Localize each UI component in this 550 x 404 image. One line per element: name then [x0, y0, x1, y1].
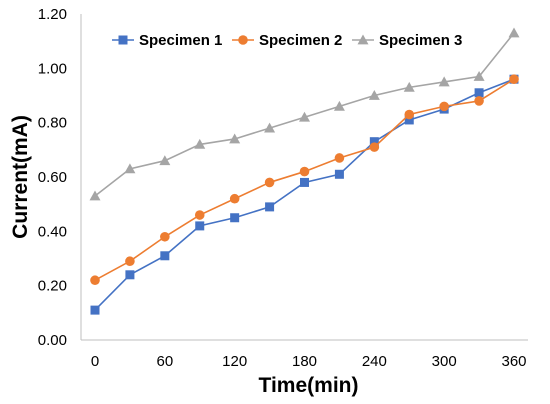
data-point: [299, 111, 310, 122]
series-2: [90, 74, 519, 286]
data-point: [265, 202, 275, 212]
data-point: [124, 163, 136, 174]
legend-marker: [357, 34, 369, 45]
data-point: [333, 100, 345, 111]
data-point: [264, 122, 276, 133]
legend-marker: [238, 35, 248, 45]
x-tick-label: 120: [222, 353, 247, 370]
data-point: [194, 138, 206, 149]
data-point: [90, 305, 100, 315]
data-point: [230, 213, 240, 223]
y-tick-label: 0.00: [38, 332, 67, 349]
data-point: [508, 27, 520, 38]
data-point: [125, 270, 135, 280]
data-point: [439, 101, 449, 112]
data-point: [89, 190, 101, 201]
legend-item: Specimen 1: [112, 32, 222, 49]
x-tick-label: 360: [501, 353, 526, 370]
data-point: [160, 231, 170, 242]
x-tick-label: 0: [91, 353, 99, 370]
x-tick-label: 180: [292, 353, 317, 370]
legend-label: Specimen 1: [139, 32, 222, 49]
data-point: [368, 90, 380, 100]
legend-label: Specimen 2: [259, 32, 342, 49]
data-point: [299, 166, 310, 177]
data-point: [300, 177, 309, 187]
x-tick-label: 240: [362, 353, 387, 370]
y-tick-label: 0.20: [38, 278, 67, 295]
y-tick-labels: 0.00 0.20 0.40 0.60 0.80 1.00 1.20: [38, 6, 67, 349]
data-point: [369, 137, 379, 147]
y-tick-label: 0.80: [38, 115, 67, 132]
data-point: [473, 70, 485, 81]
legend-item: Specimen 3: [352, 32, 462, 49]
y-tick-label: 0.60: [38, 169, 67, 186]
data-point: [159, 155, 171, 166]
data-point: [195, 221, 205, 231]
data-point: [334, 169, 344, 179]
data-point: [125, 256, 135, 267]
data-point: [90, 275, 100, 286]
data-point: [474, 88, 484, 98]
y-tick-label: 1.20: [38, 6, 67, 23]
data-point: [160, 251, 170, 261]
legend-item: Specimen 2: [232, 32, 342, 49]
x-tick-labels: 0 60 120 180 240 300 360: [91, 353, 527, 370]
data-point: [474, 96, 484, 106]
x-tick-label: 300: [432, 353, 457, 370]
data-point: [229, 193, 240, 204]
series-3: [89, 27, 520, 201]
data-point: [403, 81, 415, 92]
legend-marker: [118, 35, 128, 45]
data-point: [229, 133, 241, 144]
data-point: [194, 210, 205, 220]
data-point: [404, 109, 415, 120]
axes: [80, 14, 528, 341]
data-point: [334, 153, 345, 163]
data-point: [438, 76, 450, 87]
data-point: [369, 142, 380, 152]
legend: Specimen 1 Specimen 2 Specimen 3: [112, 32, 462, 49]
series-1: [90, 74, 519, 315]
data-point: [509, 74, 519, 84]
data-point: [404, 115, 414, 125]
y-tick-label: 1.00: [38, 60, 67, 77]
data-point: [264, 177, 275, 188]
x-tick-label: 60: [156, 353, 173, 370]
series-group: [89, 27, 520, 315]
x-axis-title: Time(min): [259, 374, 359, 397]
y-axis-title: Current(mA): [9, 115, 32, 239]
legend-label: Specimen 3: [379, 32, 462, 49]
y-tick-label: 0.40: [38, 223, 67, 240]
